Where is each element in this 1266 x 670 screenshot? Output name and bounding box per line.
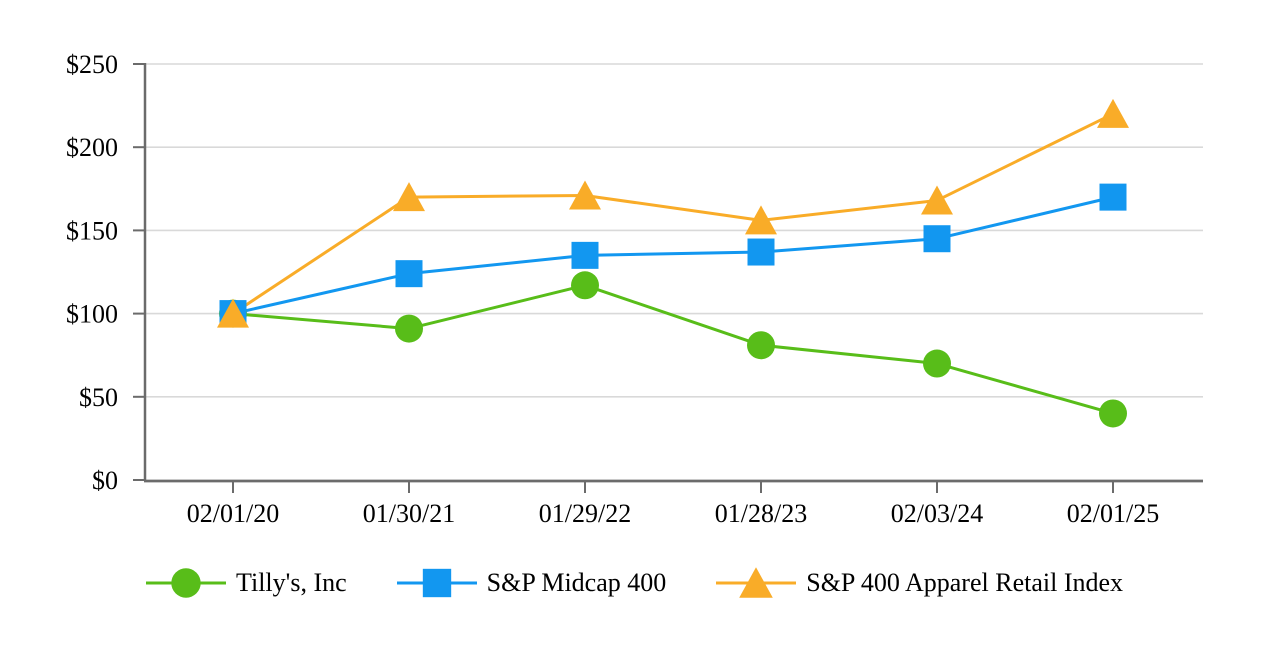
legend-label: S&P Midcap 400 <box>486 568 667 597</box>
triangle-marker <box>393 182 425 212</box>
y-axis-tick-label: $0 <box>92 466 118 495</box>
legend-swatch <box>146 568 226 598</box>
legend-item-2: S&P 400 Apparel Retail Index <box>716 564 1123 602</box>
square-marker <box>1099 183 1127 211</box>
x-axis-tick-label: 01/28/23 <box>715 499 807 528</box>
triangle-marker <box>921 185 953 215</box>
triangle-marker <box>569 180 601 210</box>
square-marker <box>571 241 599 269</box>
series-line-0 <box>231 283 1115 415</box>
legend-label: Tilly's, Inc <box>236 568 347 597</box>
square-marker <box>422 568 451 598</box>
x-axis-tick-label: 02/01/25 <box>1067 499 1159 528</box>
y-axis-tick-label: $200 <box>66 133 118 162</box>
circle-marker <box>1099 399 1127 428</box>
x-axis-tick-label: 02/01/20 <box>187 499 279 528</box>
circle-marker <box>923 349 951 378</box>
circle-marker <box>747 331 775 360</box>
circle-marker <box>571 271 599 300</box>
circle-marker <box>395 314 423 343</box>
chart-legend: Tilly's, Inc S&P Midcap 400 S&P 400 Appare… <box>146 564 1123 602</box>
y-axis-tick-label: $100 <box>66 300 118 329</box>
triangle-marker <box>1097 98 1129 128</box>
y-axis-tick-label: $150 <box>66 216 118 245</box>
x-axis-tick-label: 01/30/21 <box>363 499 455 528</box>
legend-item-1: S&P Midcap 400 <box>396 564 667 602</box>
circle-marker <box>171 568 201 598</box>
triangle-marker <box>739 567 774 598</box>
square-marker <box>923 225 951 253</box>
y-axis-tick-label: $250 <box>66 50 118 79</box>
y-axis-tick-label: $50 <box>79 383 118 412</box>
triangle-marker <box>745 205 777 235</box>
square-marker <box>395 260 423 288</box>
square-marker <box>747 238 775 266</box>
x-axis-tick-label: 01/29/22 <box>539 499 631 528</box>
x-axis-tick-label: 02/03/24 <box>891 499 983 528</box>
legend-item-0: Tilly's, Inc <box>146 564 347 602</box>
plot-area: $0 $50 $100 $150 $200 $250 02/01/20 01/30/21 01/… <box>66 50 1203 528</box>
legend-label: S&P 400 Apparel Retail Index <box>806 568 1124 597</box>
series-line-2 <box>231 112 1115 316</box>
legend-swatch <box>396 568 477 598</box>
legend-swatch <box>716 567 797 598</box>
triangle-marker <box>217 298 249 328</box>
series-line-1 <box>231 195 1115 316</box>
